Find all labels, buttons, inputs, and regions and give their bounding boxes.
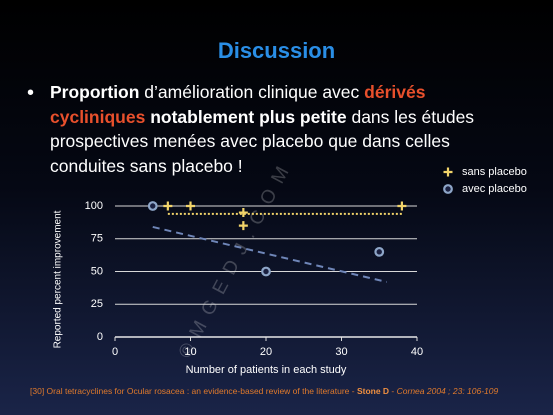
footer-run: [30] Oral tetracyclines for Ocular rosac… bbox=[30, 386, 357, 396]
data-point bbox=[261, 266, 271, 277]
x-axis-label: Number of patients in each study bbox=[186, 364, 347, 376]
watermark: © M G E D J . C O M bbox=[175, 162, 295, 362]
y-axis-label: Reported percent improvement bbox=[53, 210, 64, 348]
footer-run: Cornea 2004 ; 23: 106-109 bbox=[396, 386, 499, 396]
footer-run: Stone D bbox=[356, 386, 390, 396]
x-tick-label: 0 bbox=[112, 346, 118, 358]
slide-title: Discussion bbox=[217, 38, 336, 63]
bullet-run: notablement plus petite bbox=[150, 106, 347, 127]
x-tick-label: 20 bbox=[260, 346, 272, 358]
bullet-run: dérivés cycliniques bbox=[50, 82, 426, 127]
legend-label: sans placebo bbox=[462, 166, 527, 178]
data-point bbox=[238, 208, 248, 218]
data-point bbox=[163, 201, 173, 211]
y-tick-label: 50 bbox=[91, 265, 103, 277]
x-tick-label: 30 bbox=[335, 346, 347, 358]
footer-run: - bbox=[389, 386, 397, 396]
bullet-run: dans les études prospectives menées avec… bbox=[50, 106, 475, 176]
bullet-marker: • bbox=[27, 82, 35, 104]
x-tick-label: 10 bbox=[184, 346, 196, 358]
data-point bbox=[374, 246, 385, 257]
data-point bbox=[147, 201, 158, 211]
legend-marker bbox=[443, 184, 453, 194]
y-tick-label: 0 bbox=[97, 331, 103, 343]
legend-label: avec placebo bbox=[462, 183, 527, 195]
data-point bbox=[397, 201, 407, 211]
bullet-run: d’amélioration clinique avec bbox=[139, 82, 365, 102]
y-tick-label: 75 bbox=[91, 233, 103, 245]
x-tick-label: 40 bbox=[411, 346, 423, 358]
data-point bbox=[238, 221, 248, 231]
bullet-run: Proportion bbox=[50, 82, 140, 102]
y-tick-label: 100 bbox=[85, 200, 103, 212]
footer-reference: [30] Oral tetracyclines for Ocular rosac… bbox=[30, 386, 550, 396]
trend-line bbox=[152, 225, 388, 283]
data-point bbox=[186, 201, 195, 211]
legend-marker bbox=[443, 167, 453, 177]
y-tick-label: 25 bbox=[91, 298, 103, 310]
bullet-text: Proportion d’amélioration clinique avec … bbox=[50, 80, 520, 178]
